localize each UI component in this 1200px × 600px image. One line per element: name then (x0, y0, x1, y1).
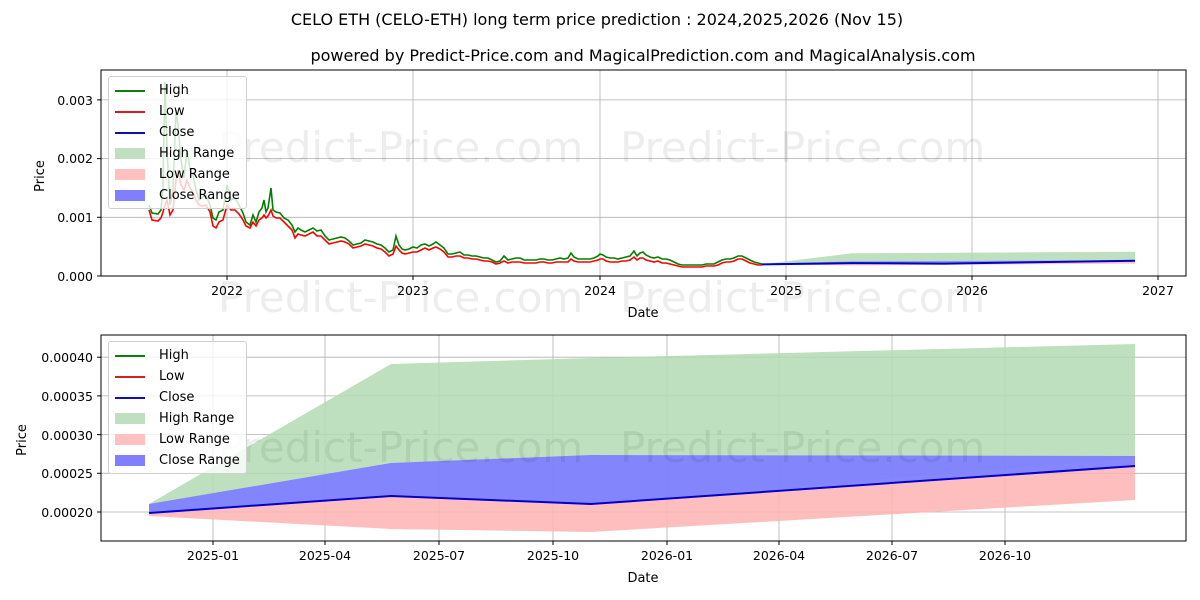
watermark: Predict-Price.com (620, 423, 985, 472)
watermark: Predict-Price.com (620, 123, 985, 172)
high-range-swatch-icon (115, 148, 145, 159)
low-range-area (149, 466, 1135, 532)
watermark: Predict-Price.com (620, 273, 985, 322)
legend-item-close: Close (115, 387, 240, 408)
y-tick-label: 0.003 (57, 93, 93, 108)
top-chart: Predict-Price.com Predict-Price.com Pred… (33, 69, 1187, 322)
legend-item-high: High (115, 80, 240, 101)
x-tick-label: 2025-07 (413, 548, 465, 563)
x-tick-label: 2024 (584, 283, 616, 298)
y-tick-label: 0.002 (57, 151, 93, 166)
x-axis-label: Date (627, 306, 658, 321)
bottom-chart: Predict-Price.com Predict-Price.com 0.00… (15, 334, 1187, 586)
x-tick-label: 2026-10 (979, 548, 1031, 563)
y-tick-label: 0.00040 (41, 350, 93, 365)
top-axes-frame (100, 69, 1187, 277)
legend-item-low: Low (115, 101, 240, 122)
x-tick-label: 2026-04 (753, 548, 805, 563)
top-close-line (761, 259, 1136, 266)
close-range-swatch-icon (115, 190, 145, 201)
y-tick-label: 0.00035 (41, 389, 93, 404)
legend-item-high: High (115, 345, 240, 366)
legend-item-low-range: Low Range (115, 164, 240, 185)
x-tick-label: 2025-04 (299, 548, 351, 563)
legend-item-close-range: Close Range (115, 185, 240, 206)
high-line-swatch-icon (115, 89, 145, 92)
y-tick-label: 0.00025 (41, 466, 93, 481)
y-tick-label: 0.00030 (41, 428, 93, 443)
bottom-axes-frame (100, 334, 1187, 542)
x-tick-label: 2025-10 (527, 548, 579, 563)
close-range-swatch-icon (115, 455, 145, 466)
low-range-swatch-icon (115, 169, 145, 180)
legend-item-low: Low (115, 366, 240, 387)
top-grid (101, 70, 1186, 276)
x-tick-label: 2025 (770, 283, 802, 298)
y-tick-label: 0.000 (57, 269, 93, 284)
top-low-line (148, 169, 762, 268)
x-tick-label: 2026 (956, 283, 988, 298)
close-line-swatch-icon (115, 131, 145, 134)
chart-subtitle: powered by Predict-Price.com and Magical… (310, 46, 976, 65)
high-range-swatch-icon (115, 413, 145, 424)
watermark: Predict-Price.com (218, 123, 583, 172)
x-tick-label: 2026-01 (641, 548, 693, 563)
top-legend: High Low Close High Range Low Range Clos… (108, 76, 247, 209)
legend-item-low-range: Low Range (115, 429, 240, 450)
high-line-swatch-icon (115, 354, 145, 357)
y-axis-label: Price (15, 424, 30, 456)
x-tick-label: 2025-01 (187, 548, 239, 563)
low-range-swatch-icon (115, 434, 145, 445)
x-axis-label: Date (627, 571, 658, 586)
close-line (148, 465, 1136, 514)
watermark: Predict-Price.com (218, 273, 583, 322)
legend-item-close: Close (115, 122, 240, 143)
y-tick-label: 0.00020 (41, 505, 93, 520)
x-tick-label: 2022 (211, 283, 243, 298)
x-tick-label: 2026-07 (866, 548, 918, 563)
legend-item-high-range: High Range (115, 408, 240, 429)
y-tick-label: 0.001 (57, 210, 93, 225)
x-tick-label: 2027 (1142, 283, 1174, 298)
close-range-area (149, 455, 1135, 513)
chart-title: CELO ETH (CELO-ETH) long term price pred… (290, 10, 904, 29)
legend-item-high-range: High Range (115, 143, 240, 164)
low-line-swatch-icon (115, 375, 145, 378)
legend-item-close-range: Close Range (115, 450, 240, 471)
close-line-swatch-icon (115, 396, 145, 399)
y-axis-label: Price (33, 160, 48, 192)
x-tick-label: 2023 (397, 283, 429, 298)
bottom-legend: High Low Close High Range Low Range Clos… (108, 341, 247, 474)
low-line-swatch-icon (115, 110, 145, 113)
watermark: Predict-Price.com (218, 423, 583, 472)
